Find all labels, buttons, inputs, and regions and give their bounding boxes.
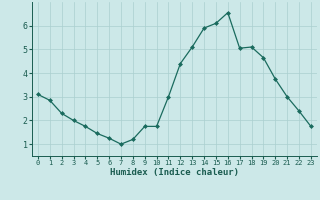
X-axis label: Humidex (Indice chaleur): Humidex (Indice chaleur) bbox=[110, 168, 239, 177]
